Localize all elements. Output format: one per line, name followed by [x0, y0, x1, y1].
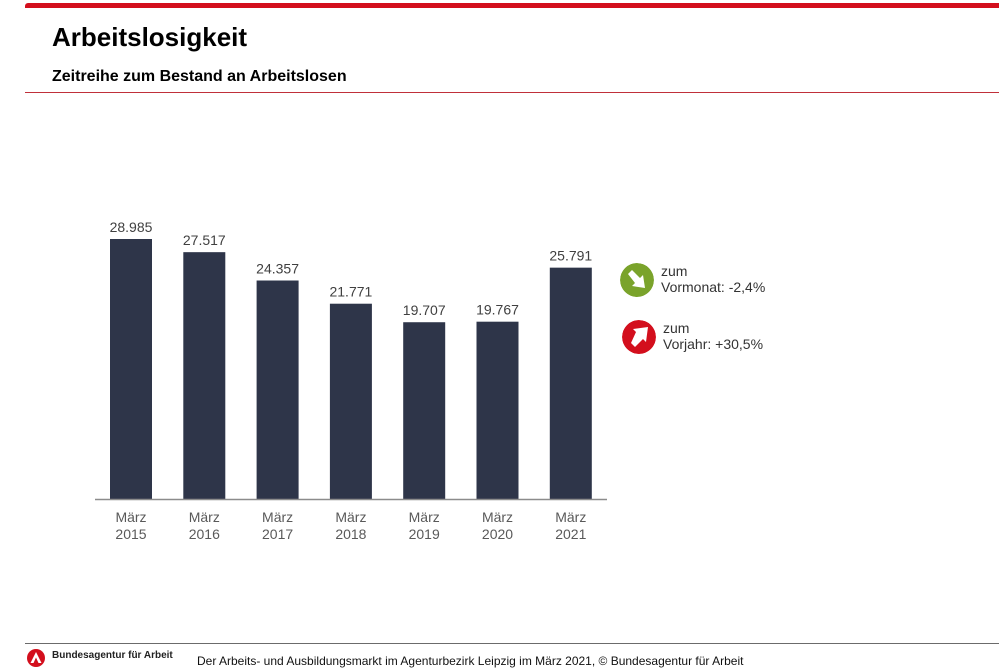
data-label-6: 25.791 — [549, 248, 592, 264]
x-tick-label-1-1: 2016 — [189, 526, 220, 542]
bar-0 — [110, 239, 152, 499]
arrow-down-right-icon — [620, 263, 654, 297]
page-title: Arbeitslosigkeit — [52, 22, 248, 52]
bar-4 — [403, 322, 446, 499]
x-tick-label-2-0: März — [262, 509, 293, 525]
change-label-line2: Vorjahr: — [663, 336, 712, 352]
change-label-line2: Vormonat: — [661, 279, 725, 295]
x-tick-label-1-0: März — [189, 509, 220, 525]
change-vormonat-text: zum Vormonat: -2,4% — [661, 263, 765, 295]
x-tick-label-3-1: 2018 — [335, 526, 366, 542]
org-name: Bundesagentur für Arbeit — [52, 650, 173, 661]
change-label-line1: zum — [663, 320, 690, 336]
ba-logo-icon — [27, 649, 45, 667]
footer-divider — [25, 643, 999, 644]
data-label-4: 19.707 — [403, 302, 446, 318]
change-value: -2,4% — [728, 279, 766, 295]
x-tick-label-3-0: März — [335, 509, 366, 525]
footer-text: Der Arbeits- und Ausbildungsmarkt im Age… — [197, 654, 744, 668]
bar-6 — [549, 267, 592, 499]
data-label-0: 28.985 — [110, 219, 153, 235]
x-tick-label-2-1: 2017 — [262, 526, 293, 542]
change-value: +30,5% — [715, 336, 764, 352]
arrow-up-right-icon — [622, 320, 656, 354]
x-tick-label-0-1: 2015 — [115, 526, 146, 542]
x-tick-label-4-1: 2019 — [409, 526, 440, 542]
bar-3 — [329, 303, 372, 499]
x-tick-label-6-0: März — [555, 509, 586, 525]
x-tick-label-0-0: März — [115, 509, 146, 525]
bar-1 — [183, 252, 226, 499]
change-label-line1: zum — [661, 263, 688, 279]
data-label-2: 24.357 — [256, 261, 299, 277]
top-accent-bar — [25, 3, 999, 8]
data-label-5: 19.767 — [476, 302, 519, 318]
x-tick-label-5-1: 2020 — [482, 526, 513, 542]
data-label-1: 27.517 — [183, 232, 226, 248]
subtitle-divider — [25, 92, 999, 93]
bar-2 — [256, 280, 299, 499]
x-tick-label-4-0: März — [409, 509, 440, 525]
bar-5 — [476, 321, 519, 499]
change-vorjahr-text: zum Vorjahr: +30,5% — [663, 320, 763, 352]
page-subtitle: Zeitreihe zum Bestand an Arbeitslosen — [52, 68, 347, 85]
x-tick-label-5-0: März — [482, 509, 513, 525]
data-label-3: 21.771 — [329, 284, 372, 300]
x-tick-label-6-1: 2021 — [555, 526, 586, 542]
